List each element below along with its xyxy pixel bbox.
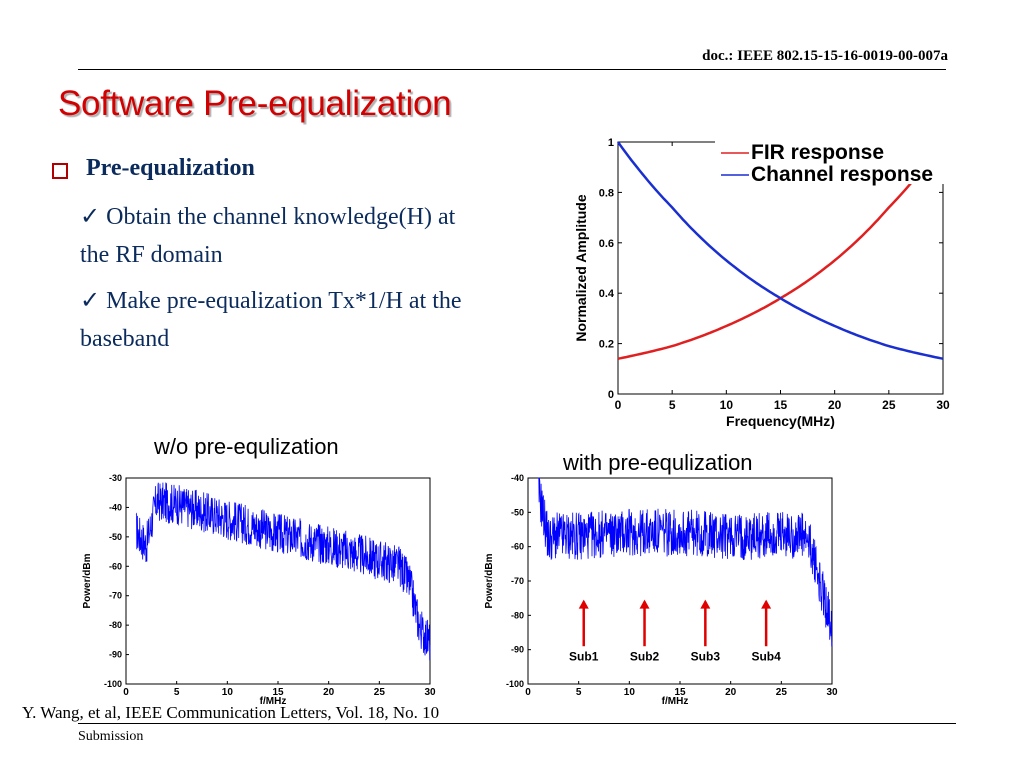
bullet-item: ✓ Make pre-equalization Tx*1/H at the ba…	[80, 282, 550, 358]
sub-label: Sub3	[691, 650, 721, 664]
y-tick-label: -40	[511, 473, 524, 483]
y-tick-label: -80	[109, 620, 122, 630]
y-tick-label: -60	[109, 561, 122, 571]
y-tick-label: 0.6	[599, 238, 614, 250]
sub-label: Sub1	[569, 650, 599, 664]
square-bullet-icon	[52, 163, 68, 179]
bullet-item-text-cont: baseband	[80, 326, 170, 352]
spectrum-chart-with: 0 5 10 15 20 25 30 -40 -50 -60 -70 -80 -90 -100 f/MHz P…	[484, 473, 838, 706]
channel-response-line	[616, 141, 944, 360]
x-tick-label: 15	[272, 687, 284, 698]
spectrum-trace	[135, 482, 431, 661]
arrow-head-icon	[639, 599, 650, 609]
x-tick-label: 15	[774, 398, 788, 412]
y-tick-label: -100	[104, 679, 122, 689]
x-axis-label: f/MHz	[662, 696, 689, 706]
y-tick-label: -90	[109, 650, 122, 660]
y-tick-label: 0.8	[599, 187, 614, 199]
y-tick-label: 1	[608, 137, 614, 149]
x-tick-label: 20	[323, 687, 335, 698]
x-tick-label: 20	[828, 398, 842, 412]
caption-left: w/o pre-equlization	[154, 434, 339, 459]
bullet-item-text: Obtain the channel knowledge(H) at	[106, 204, 456, 230]
y-tick-label: -50	[109, 532, 122, 542]
x-tick-label: 30	[936, 398, 950, 412]
y-tick-label: -40	[109, 502, 122, 512]
x-tick-label: 10	[624, 687, 636, 698]
x-tick-label: 0	[123, 687, 129, 698]
sub-label: Sub2	[630, 650, 660, 664]
y-tick-label: 0.2	[599, 339, 614, 351]
x-tick-label: 0	[525, 687, 531, 698]
x-tick-label: 20	[725, 687, 737, 698]
spectrum-trace	[538, 477, 833, 647]
footer-rule	[78, 723, 956, 724]
header-rule	[78, 69, 946, 70]
x-tick-label: 30	[424, 687, 436, 698]
plot-frame	[527, 477, 833, 685]
x-tick-label: 25	[882, 398, 896, 412]
arrow-head-icon	[761, 599, 772, 609]
legend-box	[715, 140, 950, 184]
y-tick-label: -60	[511, 542, 524, 552]
sub-label: Sub4	[751, 650, 781, 664]
y-tick-label: -30	[109, 473, 122, 483]
y-axis-label: Power/dBm	[82, 553, 93, 608]
x-tick-label: 10	[720, 398, 734, 412]
y-tick-label: -70	[511, 576, 524, 586]
citation: Y. Wang, et al, IEEE Communication Lette…	[22, 703, 440, 722]
bullet-heading: Pre-equalization	[86, 155, 255, 181]
y-tick-label: -80	[511, 610, 524, 620]
x-tick-label: 15	[674, 687, 686, 698]
checkmark-icon: ✓	[80, 288, 101, 314]
y-tick-label: -100	[506, 679, 524, 689]
y-tick-label: 0	[608, 389, 614, 401]
bullet-item: ✓ Obtain the channel knowledge(H) at the…	[80, 198, 550, 274]
legend-label: FIR response	[751, 141, 884, 164]
x-tick-label: 5	[669, 398, 676, 412]
bullet-item-text-cont: the RF domain	[80, 242, 223, 268]
x-axis-label: Frequency(MHz)	[726, 413, 835, 429]
y-axis-label: Normalized Amplitude	[573, 194, 589, 341]
response-chart: 0 5 10 15 20 25 30 0 0.2 0.4 0.6 0.8 1 Frequency(MHz)…	[573, 137, 950, 429]
submission-label: Submission	[78, 729, 144, 744]
doc-id: doc.: IEEE 802.15-15-16-0019-00-007a	[702, 48, 948, 64]
caption-right: with pre-equlization	[563, 450, 753, 475]
y-tick-label: -50	[511, 507, 524, 517]
arrow-head-icon	[700, 599, 711, 609]
x-tick-label: 10	[222, 687, 234, 698]
arrow-head-icon	[578, 599, 589, 609]
x-tick-label: 25	[776, 687, 788, 698]
checkmark-icon: ✓	[80, 204, 101, 230]
slide-title: Software Pre-equalization	[58, 84, 452, 123]
x-axis-label: f/MHz	[260, 696, 287, 706]
y-tick-label: 0.4	[599, 288, 615, 300]
x-tick-label: 30	[826, 687, 838, 698]
x-tick-label: 25	[374, 687, 386, 698]
y-tick-label: -70	[109, 591, 122, 601]
x-tick-label: 0	[615, 398, 622, 412]
spectrum-chart-without: 0 5 10 15 20 25 30 -30 -40 -50 -60 -70 -80 -90 -100 f/M…	[82, 473, 436, 706]
y-tick-label: -90	[511, 645, 524, 655]
x-tick-label: 5	[174, 687, 180, 698]
y-axis-label: Power/dBm	[484, 553, 495, 608]
x-tick-label: 5	[576, 687, 582, 698]
legend-label: Channel response	[751, 163, 933, 186]
bullet-item-text: Make pre-equalization Tx*1/H at the	[106, 288, 462, 314]
